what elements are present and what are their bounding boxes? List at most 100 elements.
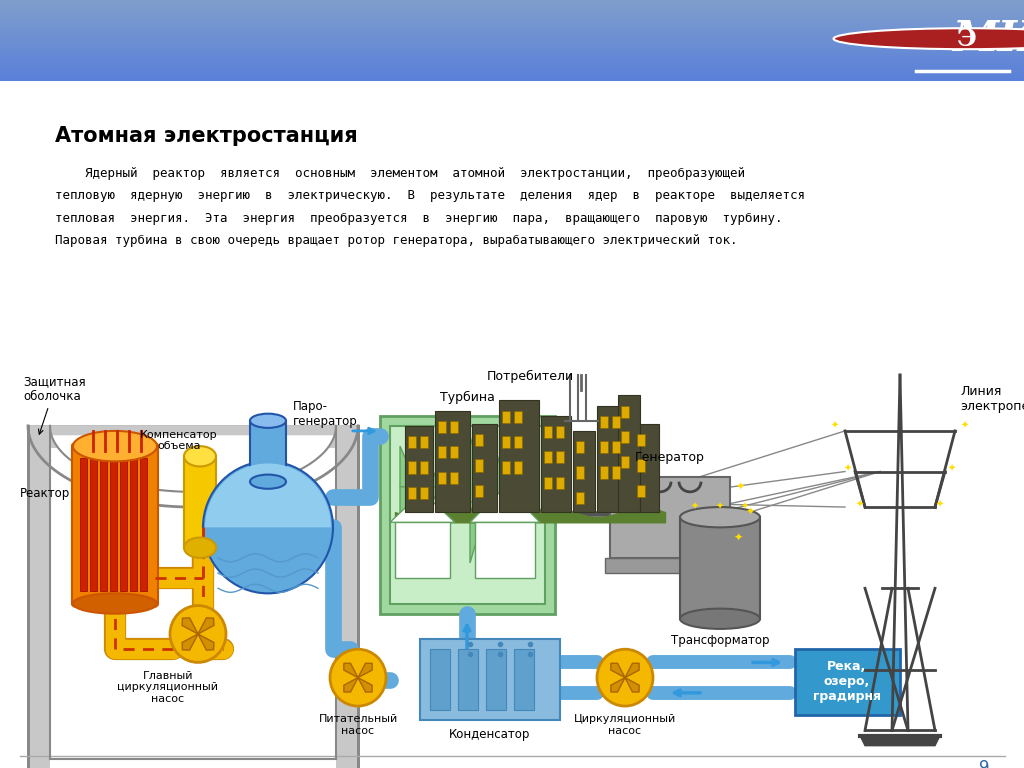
Ellipse shape <box>184 538 216 558</box>
Text: ✦: ✦ <box>844 463 852 474</box>
Polygon shape <box>492 502 510 563</box>
Bar <box>0 53 1024 54</box>
Bar <box>0 33 1024 34</box>
Bar <box>120 458 127 591</box>
Bar <box>0 68 1024 69</box>
Polygon shape <box>625 664 639 677</box>
Polygon shape <box>344 677 358 692</box>
Bar <box>250 421 286 482</box>
Text: Турбина: Турбина <box>439 390 495 403</box>
Bar <box>618 396 640 512</box>
Bar <box>0 40 1024 41</box>
Bar <box>0 10 1024 11</box>
Bar <box>435 411 470 512</box>
Bar <box>0 43 1024 44</box>
Polygon shape <box>344 664 358 677</box>
Bar <box>450 421 458 433</box>
Bar <box>0 74 1024 75</box>
Text: Река,
озеро,
градирня: Река, озеро, градирня <box>813 660 881 703</box>
Polygon shape <box>50 425 336 492</box>
Bar <box>0 66 1024 67</box>
Bar <box>0 78 1024 79</box>
Text: Защитная
оболочка: Защитная оболочка <box>23 375 86 434</box>
Bar <box>420 639 560 720</box>
Bar <box>406 425 433 512</box>
Bar <box>0 16 1024 17</box>
Ellipse shape <box>184 446 216 466</box>
Text: Конденсатор: Конденсатор <box>450 728 530 741</box>
Bar <box>408 462 416 474</box>
Bar <box>0 50 1024 51</box>
Polygon shape <box>390 492 455 522</box>
Bar <box>0 35 1024 36</box>
Text: тепловая  энергия.  Эта  энергия  преобразуется  в  энергию  пара,  вращающего  : тепловая энергия. Эта энергия преобразуе… <box>55 212 782 224</box>
Polygon shape <box>514 502 532 563</box>
Bar <box>475 522 535 578</box>
Polygon shape <box>470 436 488 502</box>
Polygon shape <box>470 487 540 522</box>
Bar <box>0 64 1024 65</box>
Polygon shape <box>444 446 462 487</box>
Bar <box>612 441 620 453</box>
Text: ✦: ✦ <box>856 500 864 510</box>
Bar <box>600 441 608 453</box>
Ellipse shape <box>680 507 760 528</box>
Bar <box>0 70 1024 71</box>
Bar <box>0 23 1024 25</box>
Bar <box>438 472 446 484</box>
Bar <box>110 458 117 591</box>
Text: ✦: ✦ <box>735 482 744 492</box>
Bar <box>514 649 534 710</box>
Bar <box>0 19 1024 20</box>
Bar <box>472 424 497 512</box>
Text: Реактор: Реактор <box>19 487 70 500</box>
Bar <box>0 21 1024 22</box>
Bar <box>0 61 1024 62</box>
Bar <box>556 452 564 463</box>
Bar <box>0 49 1024 50</box>
Text: Атомная электростанция: Атомная электростанция <box>55 126 357 147</box>
Text: ✦: ✦ <box>741 502 750 512</box>
Bar <box>0 6 1024 7</box>
Bar <box>621 431 629 443</box>
Bar <box>597 406 632 512</box>
Bar <box>610 477 730 558</box>
Text: ✦: ✦ <box>691 502 699 512</box>
Bar <box>0 60 1024 61</box>
Bar <box>544 477 552 488</box>
Polygon shape <box>625 677 639 692</box>
Polygon shape <box>444 487 462 522</box>
Bar <box>0 67 1024 68</box>
Circle shape <box>170 605 226 663</box>
Text: Питательный
насос: Питательный насос <box>318 714 397 736</box>
Bar <box>0 79 1024 80</box>
Bar <box>80 458 87 591</box>
Bar <box>605 558 735 573</box>
Text: 9: 9 <box>980 759 990 768</box>
Bar <box>0 20 1024 21</box>
Ellipse shape <box>680 608 760 629</box>
Bar <box>600 466 608 478</box>
Text: ✦: ✦ <box>830 421 839 431</box>
Polygon shape <box>422 487 440 522</box>
Bar <box>621 456 629 468</box>
Bar <box>0 31 1024 32</box>
Polygon shape <box>860 736 940 746</box>
Bar <box>0 25 1024 26</box>
Bar <box>0 71 1024 73</box>
Bar <box>0 58 1024 59</box>
Polygon shape <box>28 425 358 507</box>
Bar <box>0 14 1024 15</box>
Bar <box>0 45 1024 46</box>
Bar <box>0 5 1024 6</box>
Text: Э: Э <box>956 27 977 51</box>
Bar <box>438 446 446 458</box>
Bar <box>0 72 1024 74</box>
Bar <box>0 63 1024 64</box>
Bar <box>0 29 1024 30</box>
Text: Трансформатор: Трансформатор <box>671 634 769 647</box>
Text: тепловую  ядерную  энергию  в  электрическую.  В  результате  деления  ядер  в  : тепловую ядерную энергию в электрическую… <box>55 189 805 202</box>
Polygon shape <box>198 634 214 650</box>
Polygon shape <box>400 487 418 522</box>
Bar <box>637 459 645 472</box>
